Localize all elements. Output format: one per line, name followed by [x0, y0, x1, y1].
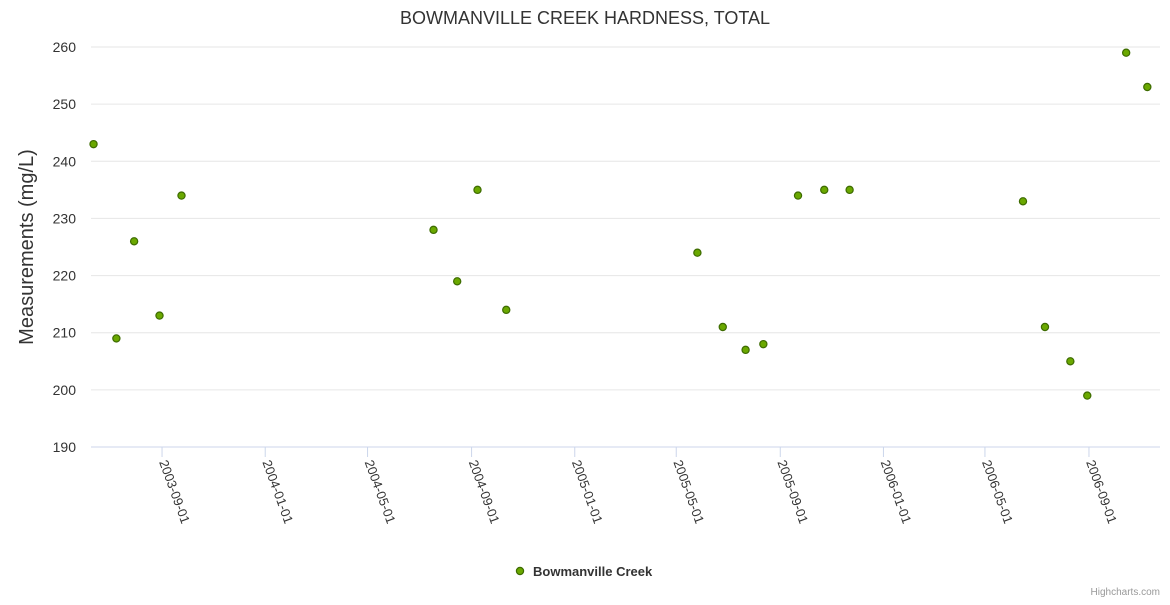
data-point[interactable]: [741, 345, 750, 355]
x-tick-label: 2006-09-01: [1083, 458, 1120, 526]
legend-label[interactable]: Bowmanville Creek: [533, 564, 653, 579]
x-tick-label: 2005-05-01: [670, 458, 707, 526]
x-tick-label: 2004-01-01: [259, 458, 296, 526]
data-point[interactable]: [1121, 48, 1131, 57]
data-point[interactable]: [112, 334, 121, 343]
x-tick-label: 2004-05-01: [362, 458, 399, 526]
data-point[interactable]: [473, 185, 482, 195]
data-point[interactable]: [1083, 391, 1092, 400]
data-point[interactable]: [793, 191, 803, 200]
x-tick-label: 2006-01-01: [878, 458, 915, 526]
y-tick-label: 260: [53, 39, 77, 55]
data-point[interactable]: [502, 305, 511, 315]
data-point[interactable]: [129, 237, 139, 246]
x-tick-label: 2004-09-01: [466, 458, 503, 526]
x-tick-label: 2006-05-01: [979, 458, 1016, 526]
y-tick-label: 210: [53, 325, 77, 341]
grid-lines: [91, 46, 1160, 391]
data-point[interactable]: [1066, 357, 1075, 366]
legend[interactable]: Bowmanville Creek: [515, 564, 653, 579]
x-tick-label: 2005-01-01: [569, 458, 606, 526]
y-axis-label: Measurements (mg/L): [16, 149, 38, 345]
data-point[interactable]: [429, 225, 438, 235]
y-axis-ticks: 190 200 210 220 230 240 250 260: [53, 39, 77, 455]
y-tick-label: 230: [53, 210, 77, 226]
data-point[interactable]: [177, 191, 186, 200]
data-point[interactable]: [155, 311, 164, 320]
data-point[interactable]: [845, 185, 854, 195]
data-point[interactable]: [820, 185, 829, 195]
x-tick-label: 2003-09-01: [156, 458, 193, 526]
x-tick-label: 2005-09-01: [774, 458, 811, 526]
chart-title: BOWMANVILLE CREEK HARDNESS, TOTAL: [400, 8, 770, 28]
y-tick-label: 190: [53, 439, 77, 455]
x-axis-ticks: 2003-09-01 2004-01-01 2004-05-01 2004-09-01…: [156, 447, 1120, 526]
data-point[interactable]: [718, 322, 727, 332]
data-point[interactable]: [1018, 197, 1028, 206]
data-point[interactable]: [89, 139, 98, 149]
y-tick-label: 220: [53, 268, 77, 284]
data-point[interactable]: [693, 248, 702, 257]
data-point[interactable]: [453, 277, 462, 286]
data-point[interactable]: [1143, 82, 1152, 92]
data-points: [89, 48, 1152, 400]
y-tick-label: 250: [53, 96, 77, 112]
data-point[interactable]: [759, 339, 768, 349]
y-tick-label: 240: [53, 153, 77, 169]
data-point[interactable]: [1040, 322, 1050, 332]
credits-link[interactable]: Highcharts.com: [1091, 587, 1160, 598]
legend-marker: [515, 566, 525, 576]
y-tick-label: 200: [53, 382, 77, 398]
